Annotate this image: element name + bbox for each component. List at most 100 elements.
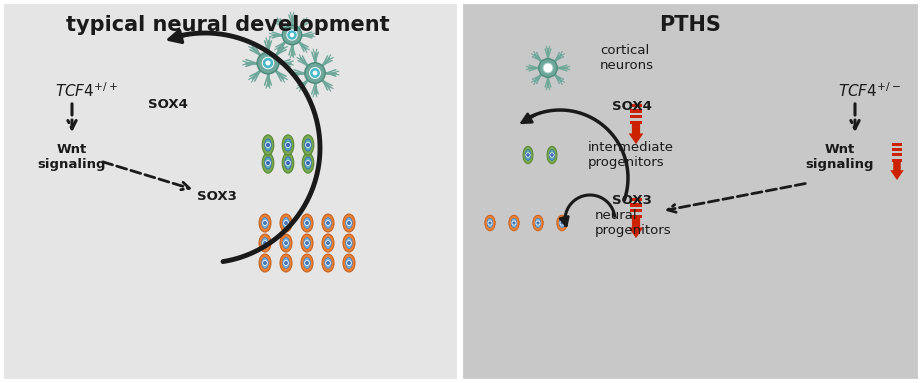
Circle shape: [310, 67, 321, 79]
Text: PTHS: PTHS: [659, 15, 721, 35]
Circle shape: [263, 241, 267, 246]
Circle shape: [286, 142, 290, 147]
Ellipse shape: [262, 135, 274, 155]
Bar: [631, 109, 642, 113]
Circle shape: [304, 260, 310, 265]
Ellipse shape: [280, 254, 292, 272]
Ellipse shape: [511, 218, 517, 228]
Text: intermediate
progenitors: intermediate progenitors: [588, 141, 674, 169]
Bar: [2, 2, 459, 381]
Circle shape: [257, 52, 278, 74]
FancyArrow shape: [629, 217, 644, 238]
Ellipse shape: [259, 234, 271, 252]
Circle shape: [286, 160, 290, 165]
Ellipse shape: [303, 218, 311, 228]
Circle shape: [305, 142, 311, 147]
Ellipse shape: [533, 215, 543, 231]
Ellipse shape: [285, 157, 291, 169]
Ellipse shape: [280, 234, 292, 252]
Circle shape: [543, 63, 553, 73]
Ellipse shape: [346, 237, 352, 249]
Ellipse shape: [302, 153, 313, 173]
Text: $\mathit{TCF4}^{+/-}$: $\mathit{TCF4}^{+/-}$: [838, 82, 901, 100]
Ellipse shape: [322, 214, 334, 232]
Ellipse shape: [265, 139, 271, 151]
Circle shape: [282, 25, 301, 45]
Ellipse shape: [283, 218, 290, 228]
Ellipse shape: [343, 214, 355, 232]
Bar: [892, 143, 903, 146]
Ellipse shape: [325, 218, 331, 228]
Ellipse shape: [550, 150, 555, 160]
Circle shape: [536, 221, 540, 225]
Bar: [892, 153, 903, 156]
Bar: [631, 215, 642, 218]
Bar: [631, 198, 642, 201]
Circle shape: [262, 57, 274, 69]
Circle shape: [284, 260, 289, 265]
Text: neural
progenitors: neural progenitors: [595, 209, 671, 237]
Circle shape: [305, 160, 311, 165]
Ellipse shape: [305, 157, 312, 169]
Ellipse shape: [301, 234, 313, 252]
Ellipse shape: [559, 218, 565, 228]
Circle shape: [347, 221, 351, 226]
Circle shape: [305, 63, 325, 83]
Circle shape: [325, 260, 330, 265]
Ellipse shape: [557, 215, 567, 231]
Ellipse shape: [343, 234, 355, 252]
Circle shape: [287, 30, 297, 40]
Text: Wnt
signaling: Wnt signaling: [38, 143, 106, 171]
Circle shape: [560, 221, 564, 225]
Text: $\mathit{TCF4}^{+/+}$: $\mathit{TCF4}^{+/+}$: [55, 82, 118, 100]
Ellipse shape: [547, 146, 557, 164]
Ellipse shape: [523, 146, 533, 164]
Bar: [461, 2, 920, 381]
Ellipse shape: [301, 214, 313, 232]
Text: SOX4: SOX4: [148, 98, 188, 111]
Circle shape: [284, 241, 289, 246]
Ellipse shape: [302, 135, 313, 155]
Ellipse shape: [346, 258, 352, 268]
Text: SOX4: SOX4: [612, 100, 652, 113]
Ellipse shape: [301, 254, 313, 272]
Ellipse shape: [285, 139, 291, 151]
Bar: [892, 148, 903, 151]
Ellipse shape: [322, 254, 334, 272]
Circle shape: [550, 153, 554, 157]
Circle shape: [325, 241, 330, 246]
Bar: [631, 203, 642, 206]
Ellipse shape: [535, 218, 541, 228]
Bar: [631, 115, 642, 118]
Ellipse shape: [283, 237, 290, 249]
Ellipse shape: [259, 254, 271, 272]
Ellipse shape: [325, 258, 331, 268]
Circle shape: [488, 221, 492, 225]
Circle shape: [263, 221, 267, 226]
Ellipse shape: [259, 214, 271, 232]
Circle shape: [284, 221, 289, 226]
Ellipse shape: [343, 254, 355, 272]
Circle shape: [347, 241, 351, 246]
Ellipse shape: [282, 153, 294, 173]
Circle shape: [266, 160, 270, 165]
Circle shape: [325, 221, 330, 226]
Bar: [631, 121, 642, 124]
Ellipse shape: [305, 139, 312, 151]
Bar: [631, 209, 642, 212]
Circle shape: [538, 59, 557, 77]
Circle shape: [347, 260, 351, 265]
FancyArrow shape: [891, 160, 904, 180]
Ellipse shape: [303, 237, 311, 249]
Circle shape: [266, 142, 270, 147]
Circle shape: [266, 61, 270, 65]
Ellipse shape: [526, 150, 531, 160]
Text: Wnt
signaling: Wnt signaling: [806, 143, 874, 171]
Circle shape: [526, 153, 530, 157]
Bar: [892, 159, 903, 162]
Ellipse shape: [262, 237, 268, 249]
Ellipse shape: [280, 214, 292, 232]
Ellipse shape: [262, 153, 274, 173]
Ellipse shape: [325, 237, 331, 249]
Ellipse shape: [303, 258, 311, 268]
